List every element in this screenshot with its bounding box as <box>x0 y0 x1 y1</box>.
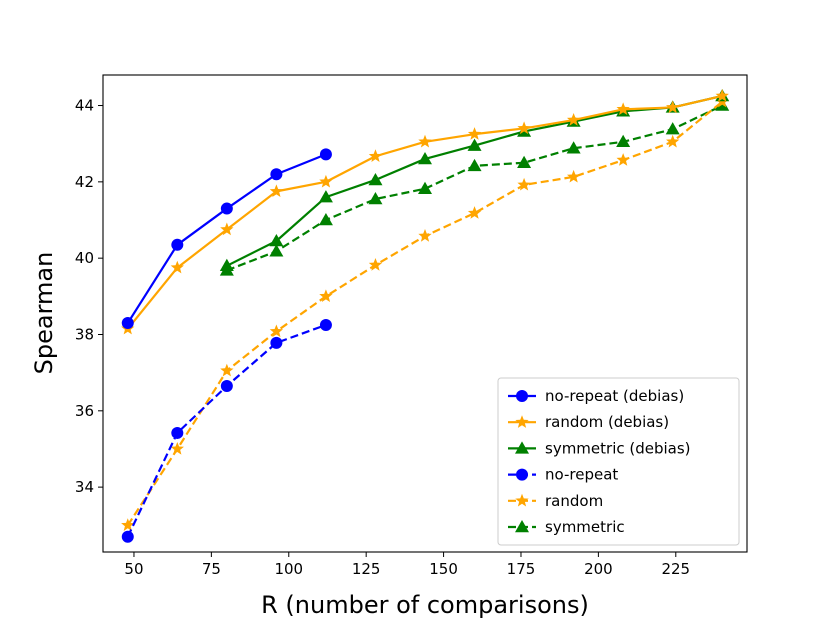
data-point <box>616 134 631 148</box>
x-tick-label: 175 <box>507 560 536 578</box>
data-point <box>517 121 531 135</box>
y-tick-label: 36 <box>75 402 94 420</box>
data-point <box>220 222 234 236</box>
data-point <box>319 318 332 331</box>
data-point <box>171 426 184 439</box>
y-axis: 34 36 38 40 42 44 <box>75 97 103 496</box>
x-tick-label: 200 <box>584 560 613 578</box>
y-tick-label: 38 <box>75 325 94 343</box>
x-tick-label: 150 <box>429 560 458 578</box>
data-point <box>566 169 581 183</box>
data-point <box>368 172 383 186</box>
data-point <box>467 138 482 151</box>
data-point <box>566 141 581 154</box>
data-point <box>319 148 332 161</box>
data-point <box>566 113 581 126</box>
x-tick-label: 50 <box>124 560 143 578</box>
data-point <box>171 238 184 251</box>
series-random <box>121 94 729 531</box>
data-point <box>616 153 630 166</box>
data-point <box>517 155 532 169</box>
legend-item: random (debias) <box>508 413 669 431</box>
legend-label: no-repeat (debias) <box>545 387 684 405</box>
x-tick-label: 225 <box>661 560 690 578</box>
plot-frame <box>102 74 748 553</box>
data-point <box>715 88 729 102</box>
legend-marker <box>516 468 528 481</box>
data-point <box>220 380 233 393</box>
data-point <box>368 192 383 205</box>
data-point <box>220 363 234 377</box>
data-point <box>270 336 283 349</box>
series-no-repeat <box>121 318 332 543</box>
data-point <box>368 258 383 271</box>
legend-marker <box>515 441 529 454</box>
data-point <box>170 441 184 455</box>
data-point <box>270 168 283 181</box>
data-point <box>616 102 630 116</box>
data-point <box>170 260 184 274</box>
data-point <box>418 181 432 194</box>
legend-label: random <box>545 492 603 510</box>
data-point <box>666 134 680 148</box>
series-no-repeat-debias <box>121 148 332 330</box>
legend-label: random (debias) <box>545 413 669 431</box>
x-axis: 50 75 100 125 150 175 200 225 <box>124 552 690 578</box>
data-point <box>467 206 482 219</box>
x-tick-label: 125 <box>352 560 381 578</box>
data-point <box>467 158 482 172</box>
data-point <box>418 229 432 242</box>
y-tick-label: 44 <box>75 97 94 115</box>
legend: no-repeat (debias) random (debias) symmetr… <box>497 377 740 546</box>
data-point <box>269 233 284 247</box>
series-layer <box>121 88 730 543</box>
data-point <box>121 530 134 543</box>
data-point <box>220 202 233 215</box>
legend-marker <box>516 390 528 402</box>
legend-item: no-repeat (debias) <box>508 387 684 405</box>
legend-label: no-repeat <box>545 466 618 484</box>
x-tick-label: 75 <box>202 560 221 578</box>
data-point <box>666 100 680 114</box>
legend-label: symmetric (debias) <box>545 439 691 457</box>
y-tick-label: 40 <box>75 249 94 267</box>
data-point <box>467 127 482 140</box>
legend-item: no-repeat <box>508 466 618 484</box>
y-tick-label: 42 <box>75 173 94 191</box>
x-tick-label: 100 <box>274 560 303 578</box>
data-point <box>319 174 333 188</box>
legend-box <box>497 377 740 546</box>
data-point <box>121 317 134 330</box>
y-tick-label: 34 <box>75 478 94 496</box>
data-point <box>517 177 531 191</box>
y-axis-label: Spearman <box>30 252 58 375</box>
series-random-debias <box>121 88 729 335</box>
data-point <box>269 324 284 338</box>
data-point <box>368 149 383 162</box>
data-point <box>219 258 234 272</box>
data-point <box>418 151 432 165</box>
legend-item: symmetric <box>508 518 625 536</box>
legend-marker <box>515 415 529 428</box>
legend-marker <box>515 520 529 533</box>
data-point <box>269 184 284 198</box>
legend-label: symmetric <box>545 518 625 536</box>
data-point <box>418 134 432 148</box>
data-point <box>319 289 333 302</box>
data-point <box>121 518 135 531</box>
legend-item: random <box>508 492 603 510</box>
data-point <box>269 244 284 257</box>
legend-marker <box>515 493 529 507</box>
data-point <box>318 190 333 203</box>
x-axis-label: R (number of comparisons) <box>261 591 589 619</box>
data-point <box>665 122 680 135</box>
data-point <box>318 213 333 226</box>
legend-item: symmetric (debias) <box>508 439 691 457</box>
